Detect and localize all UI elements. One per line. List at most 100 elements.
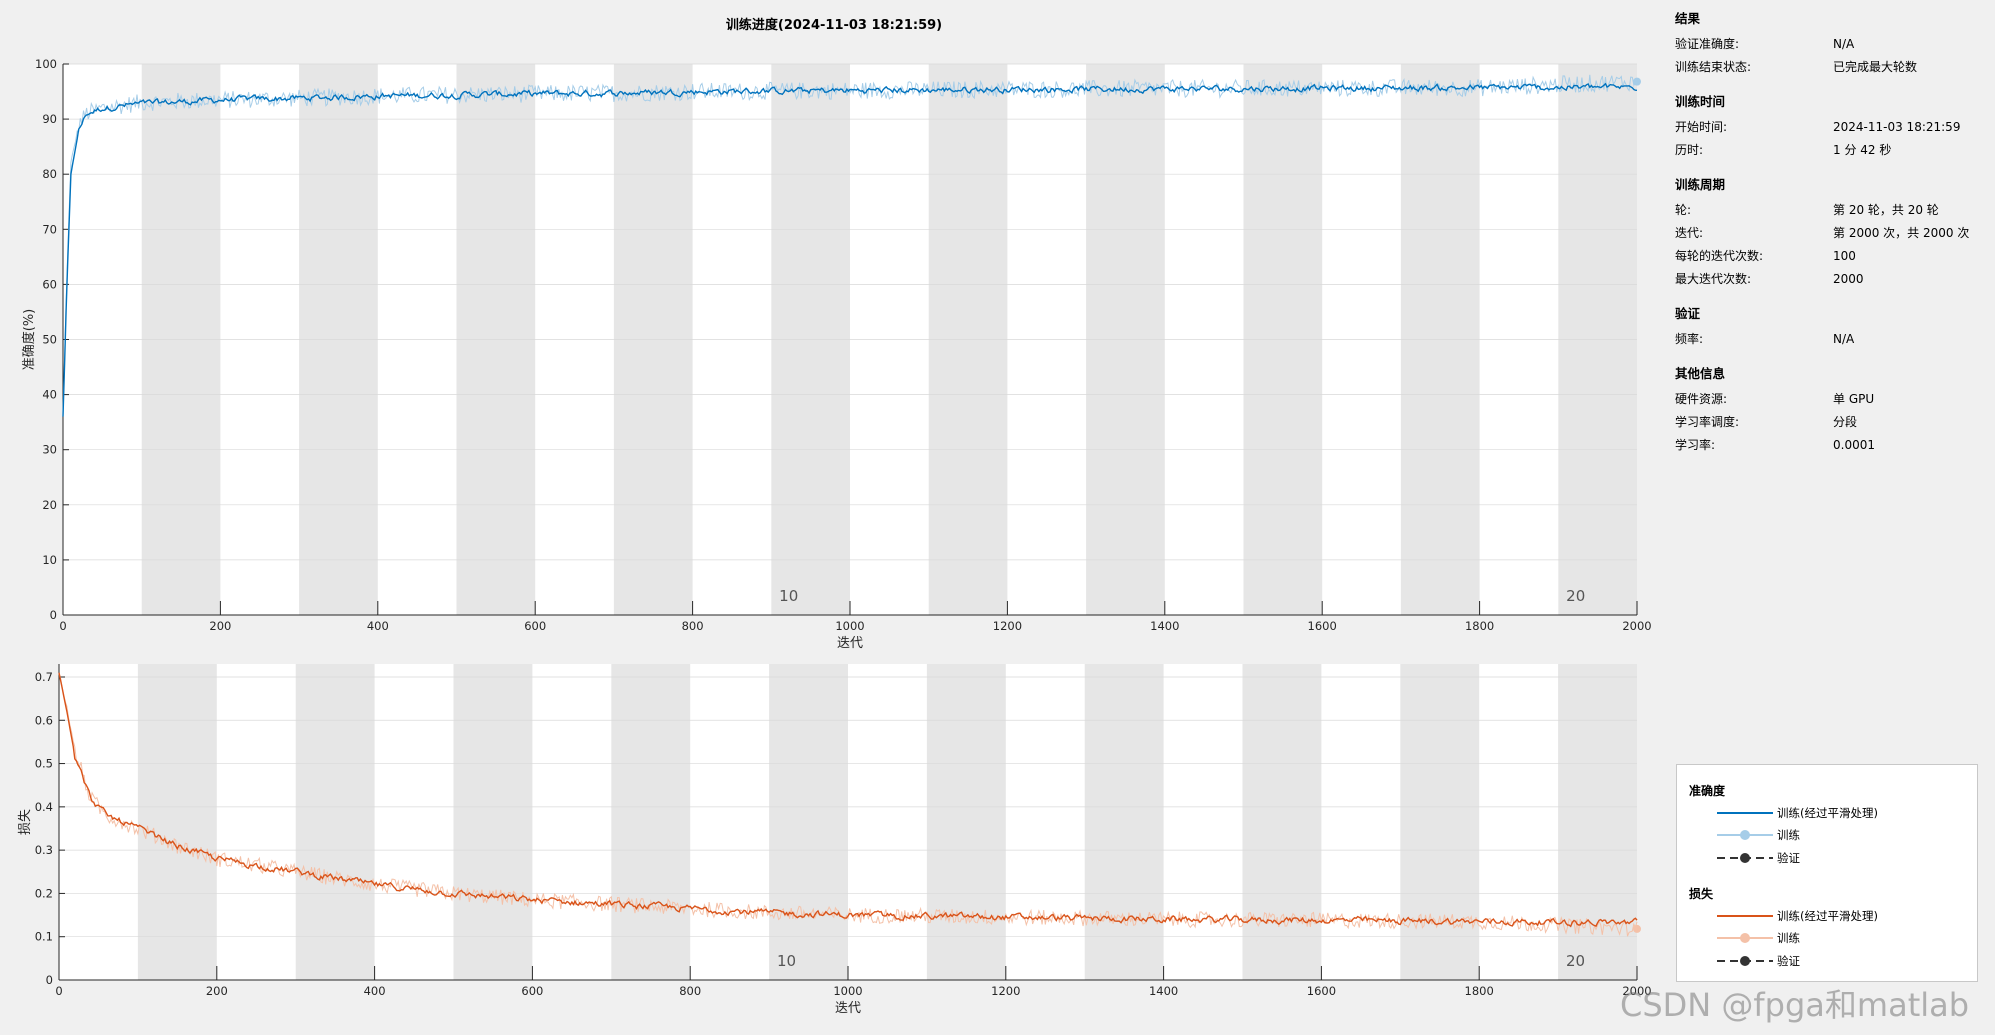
- y-tick-label: 70: [42, 222, 57, 236]
- dashed-marker-swatch-icon: [1717, 853, 1773, 863]
- legend-accuracy-title: 准确度: [1689, 784, 1726, 798]
- x-tick-label: 200: [209, 619, 231, 633]
- info-row: 学习率调度: 分段: [1675, 411, 1985, 434]
- y-axis-label: 准确度(%): [21, 309, 37, 371]
- x-tick-label: 600: [521, 984, 543, 998]
- epoch-band: [926, 664, 1006, 980]
- x-tick-label: 1400: [1150, 619, 1179, 633]
- epoch-label: 10: [777, 952, 796, 970]
- line-swatch-icon: [1717, 915, 1773, 917]
- epoch-band: [611, 664, 691, 980]
- epoch-band: [1400, 664, 1480, 980]
- x-tick-label: 1200: [993, 619, 1022, 633]
- y-tick-label: 0.7: [35, 670, 53, 684]
- info-key: 验证准确度:: [1675, 37, 1740, 51]
- info-value: 已完成最大轮数: [1833, 60, 1918, 74]
- x-tick-label: 1800: [1465, 984, 1494, 998]
- info-value: 0.0001: [1833, 438, 1875, 452]
- epoch-band: [453, 664, 533, 980]
- info-row: 迭代: 第 2000 次，共 2000 次: [1675, 222, 1985, 245]
- info-key: 硬件资源:: [1675, 392, 1728, 406]
- watermark: CSDN @fpga和matlab: [1620, 986, 1970, 1024]
- info-row: 最大迭代次数: 2000: [1675, 268, 1985, 291]
- info-value: 2000: [1833, 272, 1864, 286]
- legend-loss-smoothed: 训练(经过平滑处理): [1677, 906, 1977, 926]
- x-tick-label: 400: [367, 619, 389, 633]
- info-key: 最大迭代次数:: [1675, 272, 1752, 286]
- legend-acc-raw: 训练: [1677, 825, 1977, 845]
- x-tick-label: 1000: [833, 984, 862, 998]
- info-section-title: 验证: [1675, 306, 1701, 321]
- legend-loss-validation: 验证: [1677, 951, 1977, 971]
- y-tick-label: 0: [50, 608, 57, 622]
- info-value: N/A: [1833, 332, 1855, 346]
- info-value: 100: [1833, 249, 1856, 263]
- series-line-smoothed: [58, 672, 1638, 928]
- epoch-label: 20: [1566, 952, 1585, 970]
- y-tick-label: 100: [35, 57, 57, 71]
- y-tick-label: 30: [42, 443, 57, 457]
- y-axis-label: 损失: [18, 809, 33, 835]
- x-tick-label: 0: [59, 619, 66, 633]
- info-value: 分段: [1833, 415, 1858, 429]
- info-row: 开始时间: 2024-11-03 18:21:59: [1675, 116, 1985, 139]
- x-tick-label: 2000: [1622, 984, 1651, 998]
- info-value: 第 20 轮，共 20 轮: [1833, 203, 1939, 217]
- dashed-marker-swatch-icon: [1717, 956, 1773, 966]
- info-key: 训练结束状态:: [1675, 60, 1752, 74]
- y-tick-label: 0.1: [35, 930, 53, 944]
- y-tick-label: 50: [42, 333, 57, 347]
- info-row: 训练结束状态: 已完成最大轮数: [1675, 56, 1985, 79]
- x-tick-label: 400: [364, 984, 386, 998]
- legend-loss-title: 损失: [1689, 887, 1714, 901]
- y-tick-label: 0.3: [35, 843, 53, 857]
- info-key: 迭代:: [1675, 226, 1704, 240]
- plot-title: 训练进度(2024-11-03 18:21:59): [726, 17, 942, 33]
- epoch-band: [137, 664, 217, 980]
- y-tick-label: 20: [42, 498, 57, 512]
- x-tick-label: 1400: [1149, 984, 1178, 998]
- legend: 准确度 训练(经过平滑处理) 训练 验证 损失 训练(经过平滑处理) 训练 验证: [1676, 764, 1978, 982]
- legend-acc-validation: 验证: [1677, 848, 1977, 868]
- epoch-label: 20: [1566, 587, 1585, 605]
- y-tick-label: 10: [42, 553, 57, 567]
- x-axis-label: 迭代: [835, 1001, 861, 1016]
- x-tick-label: 1600: [1307, 984, 1336, 998]
- epoch-band: [295, 664, 375, 980]
- info-row: 轮: 第 20 轮，共 20 轮: [1675, 199, 1985, 222]
- info-value: 单 GPU: [1833, 392, 1875, 406]
- info-value: 2024-11-03 18:21:59: [1833, 120, 1961, 134]
- info-row: 学习率: 0.0001: [1675, 434, 1985, 457]
- y-tick-label: 0: [46, 973, 53, 987]
- info-row: 硬件资源: 单 GPU: [1675, 388, 1985, 411]
- y-tick-label: 80: [42, 167, 57, 181]
- epoch-band: [1084, 664, 1164, 980]
- epoch-band: [1558, 664, 1637, 980]
- info-key: 频率:: [1675, 332, 1704, 346]
- epoch-band: [1242, 664, 1322, 980]
- line-marker-swatch-icon: [1717, 830, 1773, 840]
- x-tick-label: 600: [524, 619, 546, 633]
- info-section-title: 结果: [1675, 11, 1701, 26]
- y-tick-label: 0.4: [35, 800, 53, 814]
- series-line-raw: [58, 673, 1638, 937]
- line-marker-swatch-icon: [1717, 933, 1773, 943]
- x-tick-label: 1800: [1465, 619, 1494, 633]
- x-tick-label: 1000: [835, 619, 864, 633]
- info-key: 学习率调度:: [1675, 415, 1740, 429]
- x-tick-label: 800: [679, 984, 701, 998]
- loss-plot: 0 200 400 600 800 1000 1200 1400 1600 1800 2000 0 0.…: [18, 664, 1652, 1016]
- info-value: N/A: [1833, 37, 1855, 51]
- info-key: 学习率:: [1675, 438, 1716, 452]
- info-row: 验证准确度: N/A: [1675, 33, 1985, 56]
- epoch-label: 10: [779, 587, 798, 605]
- line-swatch-icon: [1717, 812, 1773, 814]
- info-key: 轮:: [1675, 203, 1692, 217]
- y-tick-label: 0.5: [35, 757, 53, 771]
- x-tick-label: 200: [206, 984, 228, 998]
- info-value: 1 分 42 秒: [1833, 143, 1892, 157]
- y-tick-label: 0.2: [35, 886, 53, 900]
- y-tick-label: 90: [42, 112, 57, 126]
- info-section-title: 训练时间: [1675, 94, 1726, 109]
